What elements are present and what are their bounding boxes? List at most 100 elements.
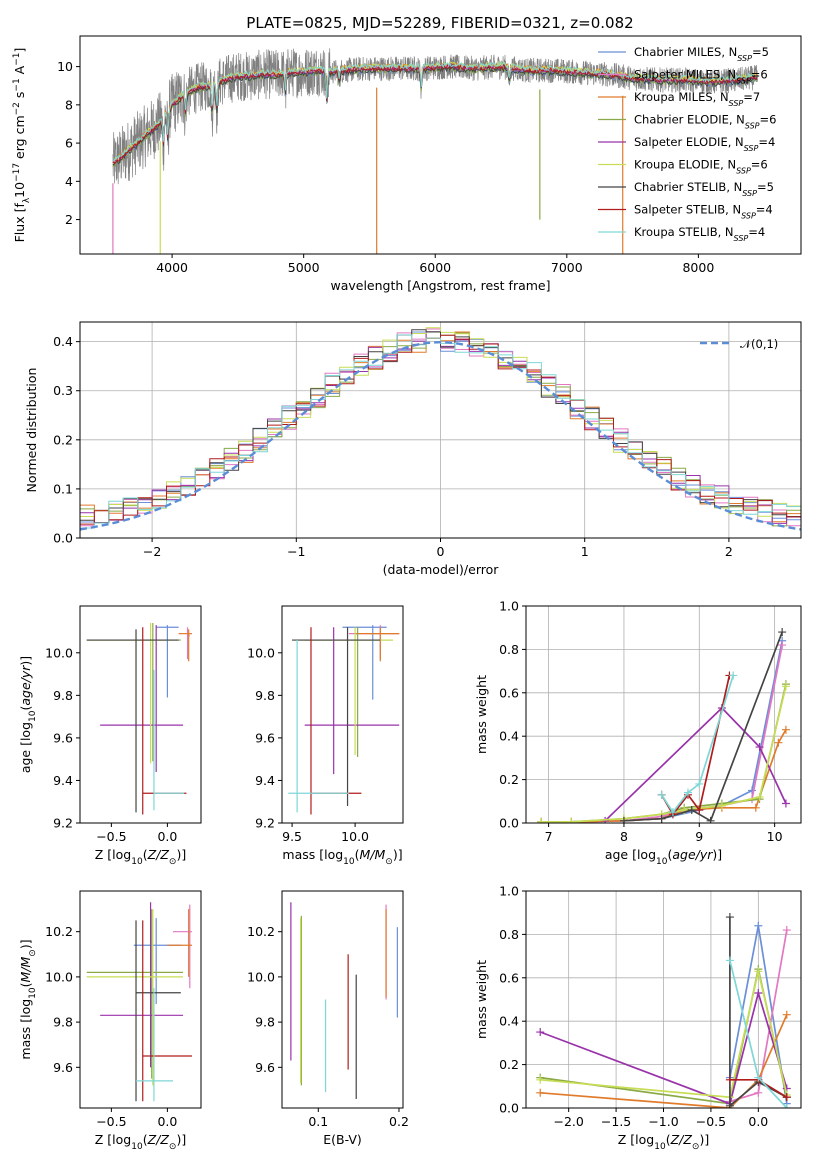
plot-area-spectrum <box>112 48 758 254</box>
label-part: ⊙ <box>28 949 38 957</box>
label-part: Z/Z <box>147 1132 170 1147</box>
axes-age_vs_Z: −0.5 0.09.29.49.69.810.0Z [log10(Z/Z⊙)]ag… <box>18 605 202 867</box>
model-spectrum-kroupa_elodie <box>112 60 758 165</box>
x-tick-label: 7 <box>545 829 553 844</box>
label-part: )] <box>699 1132 709 1147</box>
axes-ebv: 0.1 0.2 9.6 9.8 10.0 10.2 E(B-V) <box>247 890 409 1147</box>
y-axis-label: mass weight <box>474 675 489 754</box>
y-tick-label: 0.0 <box>53 531 73 546</box>
y-axis-label: age [log10(age/yr)] <box>18 656 38 773</box>
legend-label-text: Salpeter ELODIE, N <box>634 135 744 149</box>
label-part: E(B-V) <box>323 1132 362 1147</box>
x-tick-label: 1 <box>581 544 589 559</box>
label-part: Z/Z <box>670 1132 693 1147</box>
x-axis-label: (data-model)/error <box>383 562 500 577</box>
weight-marker-chabrier_miles <box>754 921 763 930</box>
weight-marker-kroupa_elodie <box>536 1075 545 1084</box>
axes-residuals: −2 −1 0 1 2 0.0 0.1 0.2 0.3 0.4 (data-model)/error… <box>24 321 802 577</box>
model-spectrum-salpeter_stelib <box>112 63 758 165</box>
label-part: 10 <box>131 1142 143 1152</box>
legend-label-value: =5 <box>752 45 769 59</box>
x-tick-label: 10 <box>767 829 783 844</box>
label-part: ⊙ <box>169 857 177 867</box>
x-axis-label: Z [log10(Z/Z⊙)] <box>95 1132 186 1152</box>
y-tick-label: 10.0 <box>247 969 275 984</box>
x-axis-label: age [log10(age/yr)] <box>605 847 722 867</box>
x-tick-label: 8000 <box>682 260 714 275</box>
x-tick-label: 9 <box>695 829 703 844</box>
label-part: mass [log <box>282 847 343 862</box>
x-axis-label: E(B-V) <box>323 1132 362 1147</box>
label-part: erg cm <box>12 115 27 163</box>
y-tick-label: 9.8 <box>53 1015 73 1030</box>
legend-label-kroupa_elodie: Kroupa ELODIE, NSSP=6 <box>634 158 768 176</box>
weight-marker-salpeter_stelib <box>782 1093 791 1102</box>
weight-marker-salpeter_stelib <box>725 1075 734 1084</box>
weight-marker-kroupa_stelib <box>725 956 734 965</box>
weight-marker-chabrier_stelib <box>657 814 666 823</box>
y-tick-label: 0.2 <box>499 1057 519 1072</box>
label-part: ( <box>355 847 360 862</box>
legend-label-salpeter_elodie: Salpeter ELODIE, NSSP=4 <box>634 135 775 153</box>
label-part: −2 <box>12 102 22 115</box>
legend: 𝒩(0,1) <box>700 337 778 351</box>
y-tick-label: 10 <box>57 59 73 74</box>
y-tick-label: 9.6 <box>53 730 73 745</box>
x-tick-label: 8 <box>620 829 628 844</box>
x-axis-label: mass [log10(M/M⊙)] <box>282 847 402 867</box>
label-part: 10 <box>28 710 38 722</box>
y-tick-label: 0.1 <box>53 481 73 496</box>
axes-frame <box>525 890 802 1109</box>
y-axis-label: mass weight <box>474 960 489 1039</box>
label-part: )] <box>712 847 722 862</box>
y-tick-label: 0.6 <box>499 970 519 985</box>
x-tick-label: 0 <box>437 544 445 559</box>
legend-label-value: =4 <box>756 203 773 217</box>
axes-weight_vs_Z: −2.0 −1.5 −1.0 −0.5 0.0 0.0 0.2 0.4 0.6 0.8 1.0 Z [… <box>474 884 802 1152</box>
y-tick-label: 4 <box>65 174 73 189</box>
label-part: age/yr <box>672 847 713 862</box>
axes-frame <box>79 35 802 255</box>
label-part: M/M <box>18 956 33 982</box>
y-tick-label: 9.8 <box>255 1015 275 1030</box>
label-part: −1 <box>12 78 22 91</box>
y-tick-label: 0.4 <box>53 334 73 349</box>
y-tick-label: 9.2 <box>53 816 73 831</box>
weight-marker-kroupa_miles <box>751 803 760 812</box>
label-part: s <box>12 92 27 103</box>
label-part: ( <box>143 847 148 862</box>
x-tick-label: −1.0 <box>648 1114 678 1129</box>
axes-mass_vs_Z: −0.5 0.09.69.810.010.2Z [log10(Z/Z⊙)]mass… <box>18 890 202 1152</box>
label-part: −17 <box>12 163 22 182</box>
x-tick-label: 0.0 <box>157 829 177 844</box>
y-axis-label: Normed distribution <box>24 368 39 493</box>
plot-area-mass_vs_Z <box>86 902 193 1102</box>
label-part: Z [log <box>618 1132 654 1147</box>
label-part: ] <box>12 48 27 53</box>
x-tick-label: 10.0 <box>341 829 369 844</box>
y-tick-label: 9.4 <box>53 773 73 788</box>
x-axis-label: wavelength [Angstrom, rest frame] <box>330 278 550 293</box>
x-tick-label: 6000 <box>419 260 451 275</box>
label-part: mass weight <box>474 960 489 1039</box>
y-tick-label: 8 <box>65 97 73 112</box>
x-tick-label: −2.0 <box>553 1114 583 1129</box>
y-tick-label: 10.2 <box>247 924 275 939</box>
label-part: mass [log <box>18 999 33 1060</box>
y-tick-label: 10.0 <box>247 645 275 660</box>
legend-label-sub: SSP <box>729 99 744 108</box>
weight-line-salpeter_elodie <box>604 706 787 822</box>
weight-line-salpeter_elodie <box>539 989 788 1105</box>
label-part: ⊙ <box>692 1142 700 1152</box>
legend-label-sub: SSP <box>745 121 760 130</box>
label-part: 10 <box>28 987 38 999</box>
label-part: Z/Z <box>147 847 170 862</box>
axes-spectrum: 4000 5000 6000 7000 8000 2 4 6 8 10 wavelength [An… <box>12 35 802 293</box>
y-tick-label: 9.6 <box>255 730 275 745</box>
x-axis-label: Z [log10(Z/Z⊙)] <box>95 847 186 867</box>
x-tick-label: −0.5 <box>96 829 126 844</box>
plot-area-age_vs_Z <box>86 623 193 815</box>
y-tick-label: 0.3 <box>53 383 73 398</box>
